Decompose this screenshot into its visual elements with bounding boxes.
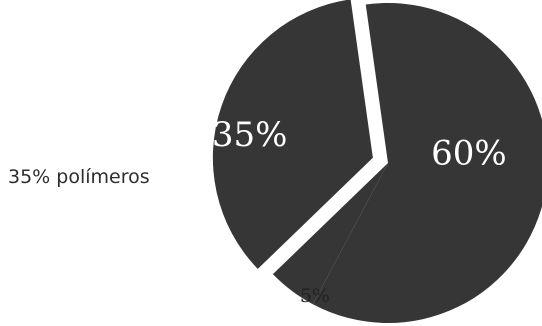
pie-labels: 60% 5% 35% [212, 115, 507, 307]
pie-slice-1 [312, 3, 542, 323]
side-label: 35% polímeros [8, 166, 150, 188]
pie-slices [212, 0, 542, 323]
pie-slice-label-2: 5% [300, 285, 330, 307]
pie-slice-2 [272, 163, 388, 305]
pie-slice-3 [212, 0, 373, 269]
pie-slice-label-1: 60% [431, 134, 507, 174]
pie-slice-label-3: 35% [212, 115, 288, 155]
